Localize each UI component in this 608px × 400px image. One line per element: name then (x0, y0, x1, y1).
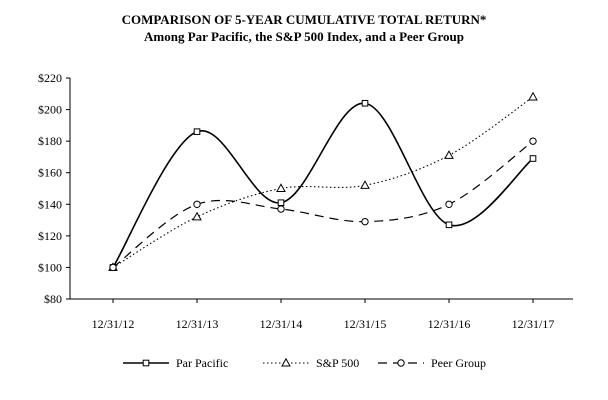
data-point-par-pacific (445, 221, 453, 229)
legend-marker-par-pacific (142, 359, 150, 367)
data-point-peer-group (529, 137, 537, 145)
x-tick-label: 12/31/12 (92, 317, 135, 331)
data-point-s-p-500 (192, 211, 202, 221)
series-lines (112, 96, 534, 268)
data-point-par-pacific (361, 99, 369, 107)
x-tick-label: 12/31/15 (344, 317, 387, 331)
chart-subtitle: Among Par Pacific, the S&P 500 Index, an… (144, 29, 464, 44)
y-tick-label: $140 (38, 197, 62, 211)
data-point-peer-group (277, 205, 285, 213)
x-tick-label: 12/31/16 (428, 317, 471, 331)
y-tick-label: $200 (38, 103, 62, 117)
x-tick-label: 12/31/17 (512, 317, 555, 331)
y-tick-label: $120 (38, 229, 62, 243)
data-point-s-p-500 (444, 150, 454, 159)
chart-title: COMPARISON OF 5-YEAR CUMULATIVE TOTAL RE… (121, 12, 487, 27)
legend-label-peer-group: Peer Group (431, 356, 486, 370)
data-point-par-pacific (529, 155, 537, 162)
data-point-peer-group (109, 263, 117, 272)
legend-marker-peer-group (397, 359, 405, 367)
data-point-peer-group (193, 200, 201, 208)
y-tick-label: $220 (38, 71, 62, 85)
data-point-peer-group (445, 200, 453, 208)
legend-label-par-pacific: Par Pacific (176, 356, 228, 370)
data-point-s-p-500 (360, 180, 370, 189)
x-tick-label: 12/31/14 (260, 317, 303, 331)
series-markers (108, 91, 538, 272)
legend: Par Pacific S&P 500 Peer Group (123, 356, 486, 370)
legend-marker-s-p-500 (281, 357, 291, 367)
y-tick-label: $180 (38, 134, 62, 148)
y-tick-label: $100 (38, 260, 62, 274)
data-point-par-pacific (193, 128, 201, 135)
y-tick-label: $160 (38, 166, 62, 180)
x-tick-label: 12/31/13 (176, 317, 219, 331)
data-point-s-p-500 (528, 91, 538, 101)
series-line-peer-group (112, 140, 534, 268)
data-point-peer-group (361, 217, 369, 226)
series-line-s-p-500 (112, 96, 534, 268)
data-point-par-pacific (277, 199, 285, 207)
series-line-par-pacific (112, 102, 534, 268)
y-tick-label: $80 (44, 292, 62, 306)
legend-label-s-p-500: S&P 500 (316, 356, 359, 370)
data-point-s-p-500 (276, 183, 286, 192)
axes: $80 $100 $120 $140 $160 $180 $200 $220 12/31/12 1… (38, 71, 573, 331)
